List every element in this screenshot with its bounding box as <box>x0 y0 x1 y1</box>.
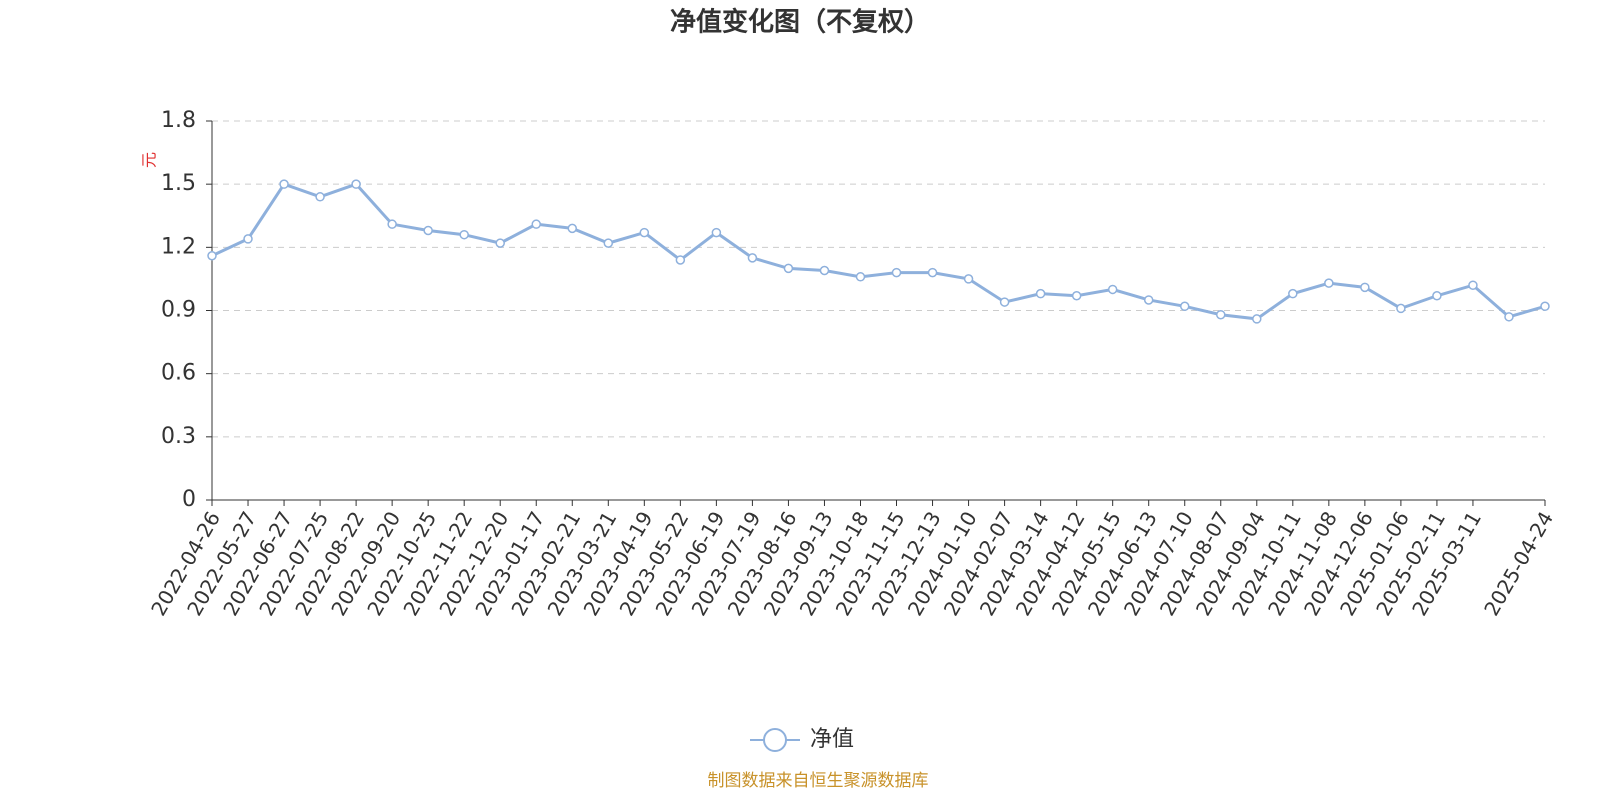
point <box>1360 282 1370 293</box>
point <box>1288 288 1298 299</box>
point <box>1035 288 1046 299</box>
point <box>1252 314 1262 324</box>
point <box>495 238 505 248</box>
point <box>963 274 974 284</box>
point <box>1216 309 1226 320</box>
point <box>927 267 938 278</box>
point <box>315 192 325 202</box>
y-tick-label: 1.5 <box>161 171 196 196</box>
point <box>603 238 614 248</box>
point <box>279 179 289 189</box>
legend-label: 净值 <box>810 727 854 752</box>
y-axis-label: 元 <box>140 152 159 168</box>
point <box>891 267 902 278</box>
point <box>675 255 686 265</box>
point <box>567 223 578 234</box>
y-tick-label: 1.8 <box>161 108 196 133</box>
point <box>1540 301 1550 312</box>
line <box>211 182 1546 321</box>
point <box>1107 284 1118 295</box>
y-tick-label: 1.2 <box>161 234 196 259</box>
point <box>999 297 1010 307</box>
point <box>531 219 541 229</box>
point <box>819 265 830 276</box>
source-note: 制图数据来自恒生聚源数据库 <box>708 771 929 791</box>
y-tick-label: 0.9 <box>161 298 196 323</box>
point <box>387 219 397 229</box>
point <box>207 251 217 261</box>
point <box>639 227 650 238</box>
point <box>1432 291 1442 301</box>
point <box>1143 295 1154 305</box>
point <box>855 272 866 282</box>
point <box>423 225 433 236</box>
point <box>459 229 469 240</box>
point <box>711 227 722 238</box>
point <box>783 263 794 274</box>
y-tick-label: 0.3 <box>161 424 196 449</box>
point <box>1468 280 1478 290</box>
point <box>351 179 361 189</box>
point <box>1324 278 1334 288</box>
point <box>1071 291 1082 301</box>
point <box>1396 303 1406 314</box>
y-tick-label: 0 <box>182 487 196 512</box>
legend-marker <box>763 728 787 752</box>
x-tick-label: 2025-04-24 <box>1479 507 1558 620</box>
point <box>1504 312 1514 322</box>
chart-title: 净值变化图（不复权） <box>670 7 930 38</box>
y-tick-label: 0.6 <box>161 361 196 386</box>
point <box>1179 301 1190 312</box>
point <box>747 253 758 263</box>
point <box>243 234 253 244</box>
